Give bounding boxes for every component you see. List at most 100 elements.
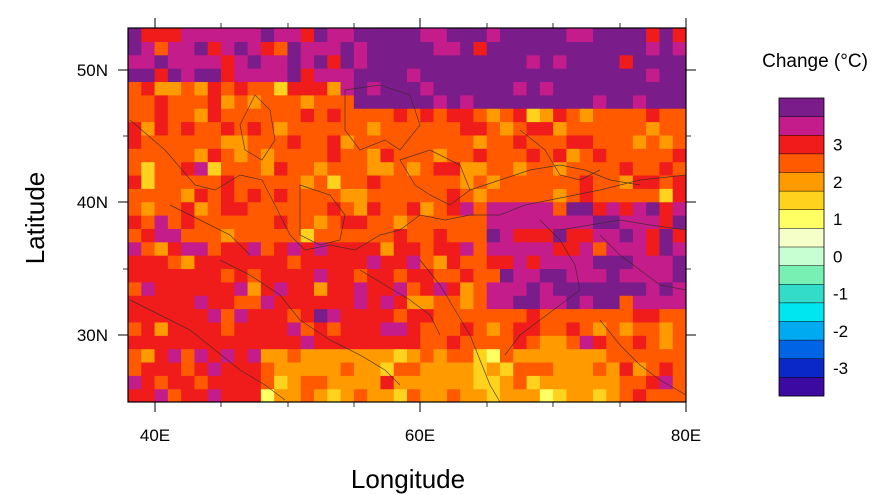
- heatmap-cell: [234, 375, 249, 390]
- heatmap-cell: [167, 228, 182, 243]
- heatmap-cell: [154, 335, 169, 350]
- heatmap-cell: [407, 121, 421, 136]
- x-axis-label: Longitude: [351, 464, 465, 494]
- heatmap-cell: [473, 94, 488, 109]
- heatmap-cell: [566, 81, 581, 96]
- heatmap-cell: [247, 201, 262, 216]
- heatmap-cell: [606, 321, 621, 336]
- heatmap-cell: [234, 174, 249, 189]
- heatmap-cell: [167, 94, 182, 109]
- heatmap-cell: [420, 68, 435, 83]
- heatmap-cell: [579, 361, 594, 376]
- heatmap-cell: [154, 228, 169, 243]
- heatmap-cell: [407, 321, 421, 336]
- heatmap-cell: [593, 94, 607, 109]
- heatmap-cell: [553, 41, 568, 56]
- heatmap-cell: [553, 308, 568, 323]
- heatmap-cell: [513, 308, 528, 323]
- heatmap-cell: [287, 375, 302, 390]
- heatmap-cell: [287, 41, 302, 56]
- heatmap-cell: [632, 228, 647, 243]
- heatmap-cell: [486, 54, 501, 69]
- heatmap-cell: [340, 81, 355, 96]
- heatmap-cell: [380, 161, 395, 176]
- heatmap-cell: [167, 308, 182, 323]
- heatmap-cell: [154, 148, 169, 163]
- heatmap-cell: [141, 68, 156, 83]
- heatmap-cell: [672, 121, 686, 136]
- heatmap-cell: [128, 228, 142, 243]
- heatmap-cell: [128, 241, 142, 256]
- heatmap-cell: [593, 241, 607, 256]
- heatmap-cell: [207, 161, 222, 176]
- heatmap-cell: [632, 148, 647, 163]
- heatmap-cell: [327, 28, 342, 42]
- heatmap-cell: [646, 94, 661, 109]
- heatmap-cell: [367, 134, 382, 149]
- heatmap-cell: [181, 241, 196, 256]
- heatmap-cell: [194, 268, 209, 283]
- heatmap-cell: [353, 268, 368, 283]
- heatmap-cell: [606, 255, 621, 270]
- heatmap-cell: [128, 54, 142, 69]
- heatmap-cell: [486, 321, 501, 336]
- heatmap-cell: [167, 241, 182, 256]
- heatmap-cell: [167, 295, 182, 310]
- heatmap-cell: [314, 174, 328, 189]
- axis-minor-ticks: [123, 23, 691, 407]
- heatmap-cell: [247, 41, 262, 56]
- heatmap-cell: [367, 41, 382, 56]
- heatmap-cell: [194, 188, 209, 203]
- heatmap-cell: [473, 28, 488, 42]
- heatmap-cell: [260, 148, 275, 163]
- heatmap-cell: [314, 94, 328, 109]
- heatmap-cell: [659, 174, 674, 189]
- heatmap-cell: [314, 68, 328, 83]
- heatmap-cell: [553, 321, 568, 336]
- heatmap-cell: [260, 41, 275, 56]
- heatmap-cell: [287, 108, 302, 123]
- heatmap-cell: [340, 321, 355, 336]
- heatmap-cell: [646, 121, 661, 136]
- heatmap-cell: [407, 361, 421, 376]
- heatmap-cell: [247, 215, 262, 229]
- heatmap-cell: [632, 215, 647, 229]
- heatmap-cell: [632, 295, 647, 310]
- heatmap-cell: [287, 268, 302, 283]
- heatmap-cell: [659, 281, 674, 296]
- heatmap-cell: [260, 388, 275, 402]
- heatmap-cell: [367, 148, 382, 163]
- heatmap-cell: [606, 295, 621, 310]
- heatmap-cell: [500, 28, 514, 42]
- heatmap-cell: [446, 148, 461, 163]
- heatmap-cell: [446, 321, 461, 336]
- heatmap-cell: [619, 188, 634, 203]
- heatmap-cell: [553, 335, 568, 350]
- heatmap-cell: [141, 161, 156, 176]
- heatmap-cell: [353, 134, 368, 149]
- heatmap-cell: [632, 54, 647, 69]
- heatmap-cell: [553, 68, 568, 83]
- heatmap-cell: [593, 41, 607, 56]
- y-axis-label: Latitude: [20, 172, 50, 265]
- heatmap-cell: [327, 148, 342, 163]
- heatmap-cell: [194, 68, 209, 83]
- heatmap-cell: [473, 134, 488, 149]
- heatmap-cell: [606, 94, 621, 109]
- heatmap-cell: [420, 121, 435, 136]
- heatmap-cell: [526, 348, 541, 363]
- heatmap-cell: [221, 255, 235, 270]
- heatmap-cell: [167, 28, 182, 42]
- heatmap-cell: [460, 28, 475, 42]
- heatmap-cell: [446, 308, 461, 323]
- heatmap-cell: [260, 228, 275, 243]
- heatmap-cell: [247, 361, 262, 376]
- heatmap-cell: [154, 134, 169, 149]
- axis-ticks: [118, 18, 696, 412]
- heatmap-cell: [619, 361, 634, 376]
- heatmap-cell: [526, 188, 541, 203]
- heatmap-cell: [672, 54, 686, 69]
- heatmap-cell: [128, 134, 142, 149]
- heatmap-cell: [500, 215, 514, 229]
- heatmap-cell: [167, 81, 182, 96]
